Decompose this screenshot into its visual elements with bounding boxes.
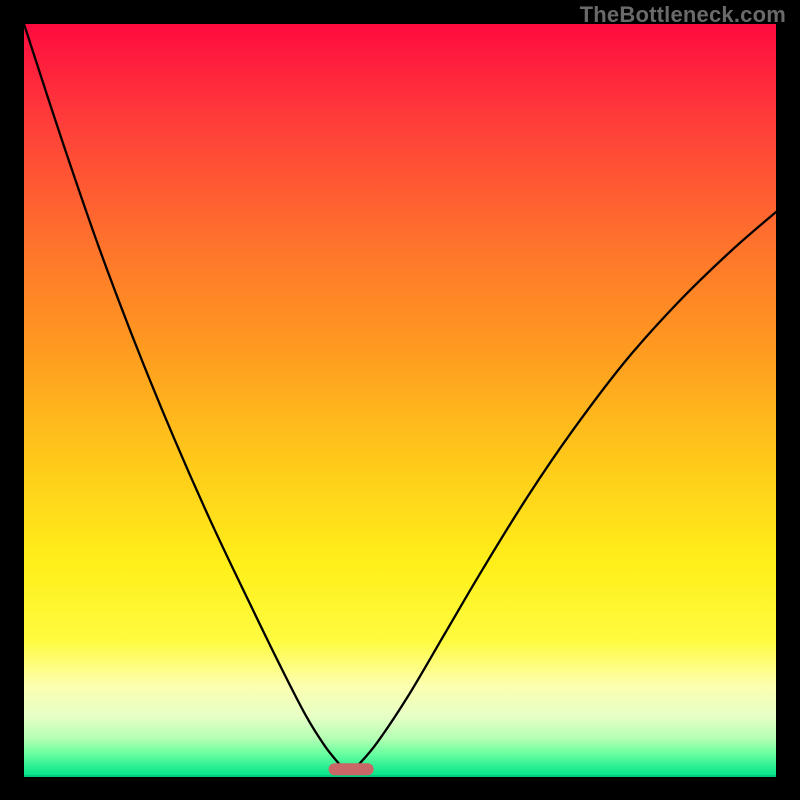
plot-area-gradient (24, 24, 776, 776)
chart-canvas: TheBottleneck.com (0, 0, 800, 800)
valley-marker (329, 763, 374, 775)
watermark-text: TheBottleneck.com (580, 2, 786, 28)
bottleneck-curve-chart (0, 0, 800, 800)
